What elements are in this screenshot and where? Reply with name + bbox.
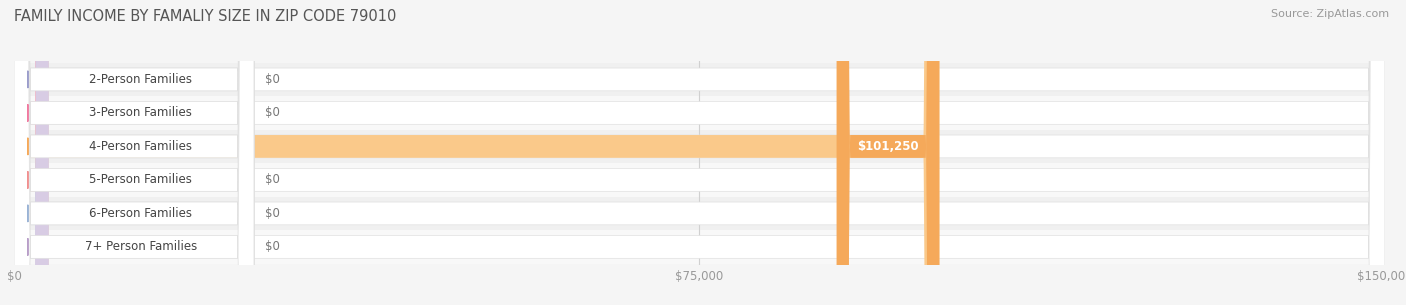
FancyBboxPatch shape — [14, 0, 939, 305]
Text: $0: $0 — [264, 240, 280, 253]
FancyBboxPatch shape — [14, 0, 1385, 305]
Text: 2-Person Families: 2-Person Families — [90, 73, 193, 86]
Bar — [14, 63, 1385, 96]
FancyBboxPatch shape — [14, 0, 48, 305]
Text: FAMILY INCOME BY FAMALIY SIZE IN ZIP CODE 79010: FAMILY INCOME BY FAMALIY SIZE IN ZIP COD… — [14, 9, 396, 24]
Text: 3-Person Families: 3-Person Families — [90, 106, 193, 120]
FancyBboxPatch shape — [14, 0, 1385, 305]
FancyBboxPatch shape — [837, 0, 939, 305]
Text: $101,250: $101,250 — [858, 140, 918, 153]
Text: $0: $0 — [264, 207, 280, 220]
Bar — [14, 130, 1385, 163]
Text: $0: $0 — [264, 106, 280, 120]
Text: Source: ZipAtlas.com: Source: ZipAtlas.com — [1271, 9, 1389, 19]
FancyBboxPatch shape — [14, 0, 1385, 305]
FancyBboxPatch shape — [14, 0, 254, 305]
FancyBboxPatch shape — [14, 0, 48, 305]
Text: $0: $0 — [264, 73, 280, 86]
FancyBboxPatch shape — [14, 0, 48, 305]
FancyBboxPatch shape — [14, 0, 254, 305]
FancyBboxPatch shape — [14, 0, 48, 305]
Text: 6-Person Families: 6-Person Families — [90, 207, 193, 220]
FancyBboxPatch shape — [14, 0, 254, 305]
Text: $0: $0 — [264, 174, 280, 186]
FancyBboxPatch shape — [14, 0, 254, 305]
FancyBboxPatch shape — [14, 0, 1385, 305]
Text: 4-Person Families: 4-Person Families — [90, 140, 193, 153]
FancyBboxPatch shape — [14, 0, 254, 305]
Bar — [14, 197, 1385, 230]
Bar — [14, 230, 1385, 264]
Text: 5-Person Families: 5-Person Families — [90, 174, 193, 186]
Text: 7+ Person Families: 7+ Person Families — [84, 240, 197, 253]
FancyBboxPatch shape — [14, 0, 1385, 305]
Bar — [14, 96, 1385, 130]
FancyBboxPatch shape — [14, 0, 48, 305]
FancyBboxPatch shape — [14, 0, 254, 305]
FancyBboxPatch shape — [14, 0, 1385, 305]
Bar — [14, 163, 1385, 197]
